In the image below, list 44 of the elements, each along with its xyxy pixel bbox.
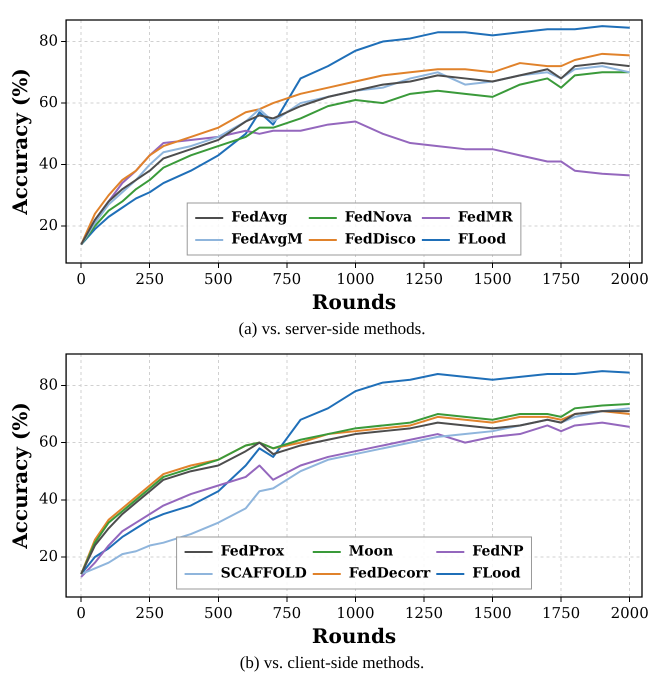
y-tick-label: 40 xyxy=(38,490,58,508)
y-tick-label: 80 xyxy=(38,375,58,394)
legend-label: Moon xyxy=(348,544,394,560)
y-tick-label: 60 xyxy=(38,432,58,451)
y-tick-label: 60 xyxy=(38,92,58,111)
y-tick-label: 20 xyxy=(38,216,58,234)
legend-label: FedDisco xyxy=(344,232,416,248)
legend-label: FedNP xyxy=(472,544,524,560)
x-axis-title: Rounds xyxy=(312,290,396,314)
x-tick-label: 1500 xyxy=(473,604,512,622)
legend-label: FedMR xyxy=(458,210,514,226)
x-tick-label: 0 xyxy=(76,604,86,622)
y-axis-title: Accuracy (%) xyxy=(8,68,32,216)
x-tick-label: 750 xyxy=(272,270,302,288)
legend-label: FedProx xyxy=(220,544,285,560)
x-tick-label: 1750 xyxy=(542,270,580,288)
y-axis-title: Accuracy (%) xyxy=(8,402,32,550)
y-tick-label: 80 xyxy=(38,31,58,50)
legend-label: FLood xyxy=(472,566,521,582)
x-tick-label: 1250 xyxy=(404,270,444,288)
legend-label: FLood xyxy=(458,232,506,248)
y-tick-label: 40 xyxy=(38,154,58,172)
x-tick-label: 0 xyxy=(76,270,86,288)
x-tick-label: 1250 xyxy=(404,604,444,622)
legend-label: FedNova xyxy=(344,210,412,226)
x-tick-label: 1000 xyxy=(336,270,375,288)
x-tick-label: 1750 xyxy=(542,604,580,622)
legend-label: FedAvgM xyxy=(231,232,303,248)
legend-label: FedAvg xyxy=(231,210,288,226)
x-tick-label: 2000 xyxy=(610,270,649,288)
legend-label: FedDecorr xyxy=(348,566,431,582)
x-tick-label: 500 xyxy=(204,604,233,622)
x-tick-label: 750 xyxy=(272,604,302,622)
x-tick-label: 250 xyxy=(135,604,164,622)
text: (b) vs. client-side methods. xyxy=(238,652,426,674)
x-tick-label: 500 xyxy=(204,270,233,288)
x-tick-label: 2000 xyxy=(610,604,649,622)
legend-label: SCAFFOLD xyxy=(220,566,307,582)
x-tick-label: 250 xyxy=(135,270,164,288)
x-tick-label: 1500 xyxy=(473,270,512,288)
x-tick-label: 1000 xyxy=(336,604,375,622)
x-axis-title: Rounds xyxy=(312,624,396,648)
y-tick-label: 20 xyxy=(38,546,58,565)
text: (a) vs. server-side methods. xyxy=(237,318,427,340)
